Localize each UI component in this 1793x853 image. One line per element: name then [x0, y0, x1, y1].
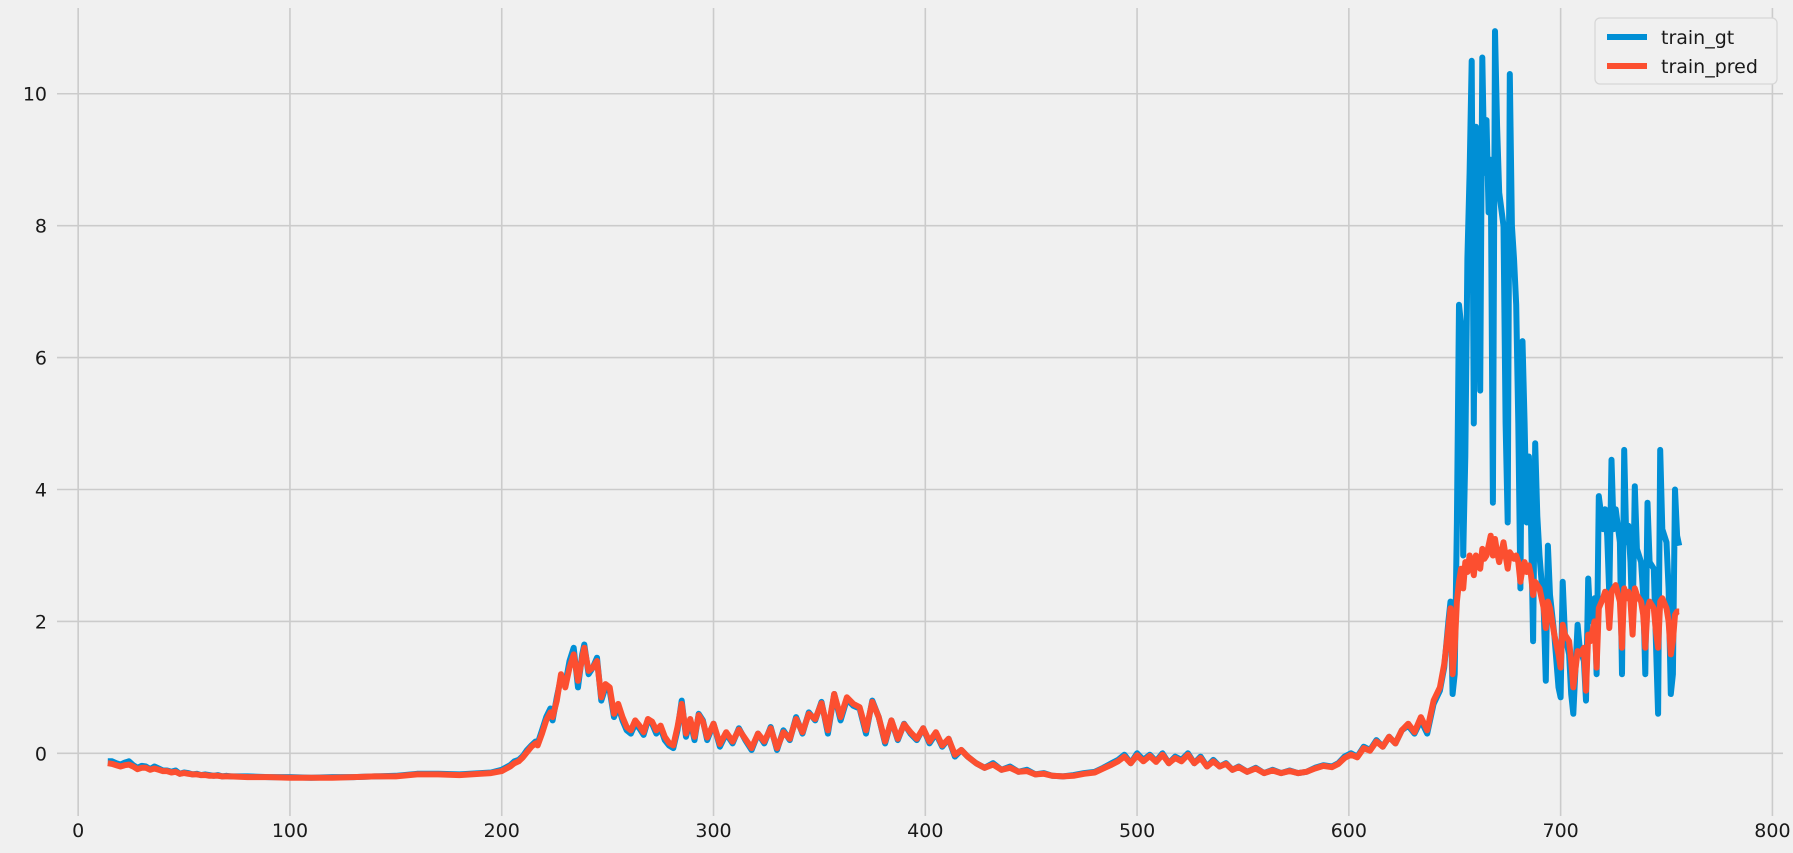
y-tick-label-0: 0 [35, 743, 47, 765]
series-layer [107, 28, 1683, 781]
series-line-train-pred [107, 532, 1681, 781]
x-tick-label-200: 200 [484, 820, 520, 842]
x-tick-label-600: 600 [1331, 820, 1367, 842]
x-tick-label-300: 300 [695, 820, 731, 842]
x-tick-label-0: 0 [72, 820, 84, 842]
x-tick-label-400: 400 [907, 820, 943, 842]
x-tick-label-500: 500 [1119, 820, 1155, 842]
y-tick-label-10: 10 [23, 84, 47, 106]
x-tick-label-100: 100 [272, 820, 308, 842]
tick-labels: 0 100 200 300 400 500 600 700 800 0 2 4 6 8 10 [23, 84, 1791, 842]
y-tick-label-4: 4 [35, 480, 47, 502]
legend-label-train-pred: train_pred [1661, 56, 1758, 78]
grid [57, 8, 1783, 816]
y-tick-label-8: 8 [35, 216, 47, 238]
legend-label-train-gt: train_gt [1661, 27, 1734, 49]
y-tick-label-2: 2 [35, 611, 47, 633]
legend: train_gt train_pred [1594, 17, 1778, 85]
x-tick-label-800: 800 [1754, 820, 1790, 842]
x-tick-label-700: 700 [1542, 820, 1578, 842]
y-tick-label-6: 6 [35, 348, 47, 370]
